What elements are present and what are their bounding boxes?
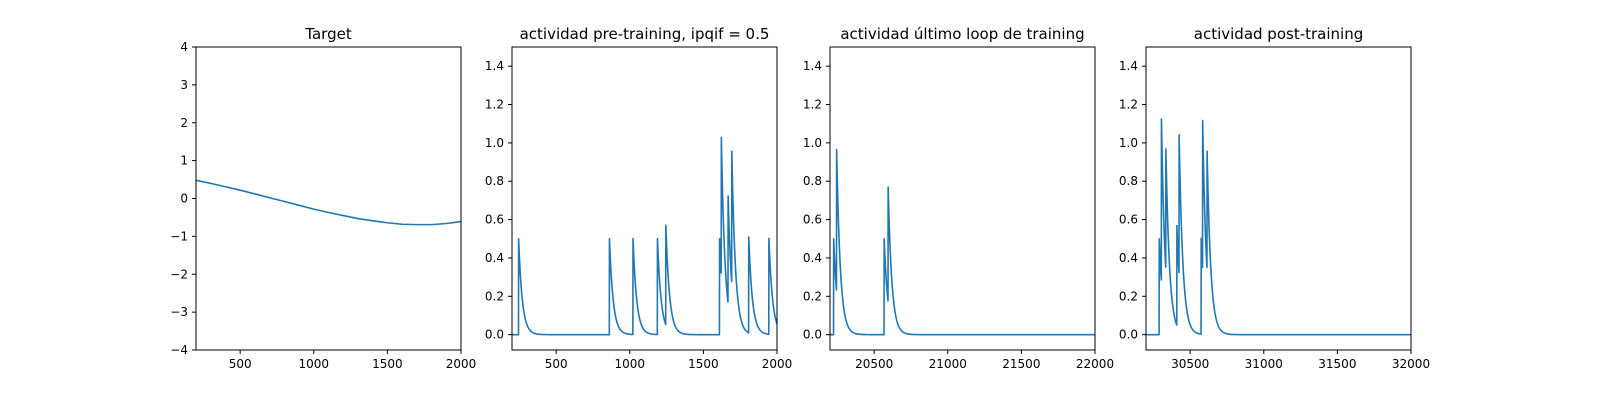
y-tick-label: 1.2 [803, 98, 822, 112]
x-tick-label: 31500 [1318, 357, 1356, 371]
subplot-4: actividad post-training 30500 31000 31500 32… [1119, 25, 1430, 371]
y-tick-label: 0.2 [1119, 289, 1138, 303]
series-line [511, 136, 778, 336]
y-tick-label: 1.0 [485, 136, 504, 150]
x-tick-label: 22000 [1076, 357, 1114, 371]
y-tick-label: 2 [180, 116, 188, 130]
y-tick-label: 1.2 [485, 98, 504, 112]
y-tick-label: 0.8 [803, 174, 822, 188]
y-tick-label: 0.8 [485, 174, 504, 188]
series-line [195, 179, 462, 226]
y-tick-label: 1 [180, 154, 188, 168]
x-tick-label: 1000 [299, 357, 330, 371]
plot-frame [829, 46, 1096, 351]
y-tick-label: −2 [170, 267, 188, 281]
x-tick-label: 31000 [1245, 357, 1283, 371]
y-tick-label: 0.0 [803, 328, 822, 342]
x-tick-label: 20500 [855, 357, 893, 371]
y-tick-label: 0.4 [1119, 251, 1138, 265]
x-tick-label: 500 [229, 357, 252, 371]
y-tick-label: −3 [170, 305, 188, 319]
y-tick-label: 4 [180, 40, 188, 54]
y-tick-label: 0.4 [485, 251, 504, 265]
x-tick-label: 32000 [1392, 357, 1430, 371]
y-tick-label: −1 [170, 229, 188, 243]
x-tick-label: 30500 [1171, 357, 1209, 371]
y-tick-label: −4 [170, 343, 188, 357]
x-tick-label: 500 [545, 357, 568, 371]
y-tick-label: 1.4 [803, 59, 822, 73]
subplot-title: actividad último loop de training [840, 25, 1084, 43]
plot-frame [195, 46, 462, 351]
x-tick-label: 1500 [372, 357, 403, 371]
y-tick-label: 0.6 [485, 213, 504, 227]
y-tick-label: 0.6 [1119, 213, 1138, 227]
y-tick-label: 1.0 [803, 136, 822, 150]
y-tick-label: 0.4 [803, 251, 822, 265]
y-tick-label: 1.4 [485, 59, 504, 73]
subplot-title: actividad post-training [1194, 25, 1363, 43]
plot-frame [1145, 46, 1412, 351]
y-tick-label: 3 [180, 78, 188, 92]
y-tick-label: 0.8 [1119, 174, 1138, 188]
subplot-title: Target [304, 25, 352, 43]
x-tick-label: 21500 [1002, 357, 1040, 371]
y-tick-label: 0 [180, 192, 188, 206]
series-line [1145, 118, 1412, 336]
series-line [829, 148, 1096, 336]
y-tick-label: 0.0 [485, 328, 504, 342]
x-tick-label: 2000 [762, 357, 793, 371]
x-tick-label: 2000 [446, 357, 477, 371]
x-tick-label: 21000 [929, 357, 967, 371]
y-tick-label: 0.2 [485, 289, 504, 303]
subplot-title: actividad pre-training, ipqif = 0.5 [520, 25, 770, 43]
subplot-2: actividad pre-training, ipqif = 0.5 500 10… [485, 25, 792, 371]
x-tick-label: 1000 [615, 357, 646, 371]
y-tick-label: 0.2 [803, 289, 822, 303]
y-tick-label: 1.0 [1119, 136, 1138, 150]
y-tick-label: 1.4 [1119, 59, 1138, 73]
subplot-1: Target 500 1000 1500 2000 −4 −3 −2 −1 0 1 2 3 4 [170, 25, 476, 371]
plot-frame [511, 46, 778, 351]
y-tick-label: 0.0 [1119, 328, 1138, 342]
subplot-3: actividad último loop de training 20500 21… [803, 25, 1114, 371]
y-tick-label: 1.2 [1119, 98, 1138, 112]
y-tick-label: 0.6 [803, 213, 822, 227]
x-tick-label: 1500 [688, 357, 719, 371]
